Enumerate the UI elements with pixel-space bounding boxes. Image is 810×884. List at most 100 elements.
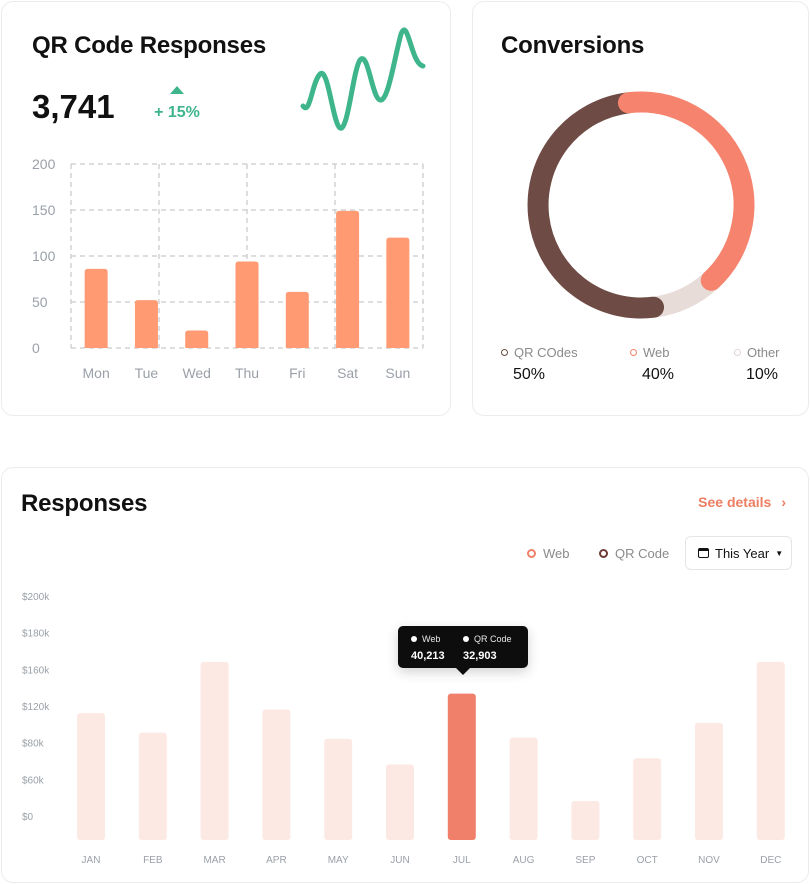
y-tick-label: 200	[32, 156, 56, 172]
total-responses: 3,741	[32, 88, 115, 125]
x-tick-label: DEC	[760, 855, 781, 866]
y-tick-label: $60k	[22, 775, 45, 786]
month-bar[interactable]	[324, 738, 353, 840]
month-bar[interactable]	[262, 709, 291, 840]
donut-slice-web[interactable]	[617, 91, 755, 291]
responses-title: Responses	[21, 490, 148, 517]
y-tick-label: 0	[32, 340, 40, 356]
tooltip-web-dot-icon	[411, 636, 417, 642]
y-tick-label: 100	[32, 248, 56, 264]
weekly-bar[interactable]	[134, 300, 158, 348]
weekly-bar[interactable]	[185, 330, 209, 348]
growth-indicator: + 15%	[152, 86, 202, 122]
x-tick-label: Thu	[235, 365, 259, 381]
legend-qr-codes-label: QR COdes	[514, 345, 578, 360]
x-tick-label: JUN	[390, 855, 409, 866]
y-tick-label: $0	[22, 812, 34, 823]
y-tick-label: $160k	[22, 665, 50, 676]
legend-web-series-label: Web	[543, 546, 570, 561]
y-tick-label: $120k	[22, 702, 50, 713]
legend-qr-codes-value: 50%	[513, 366, 546, 383]
legend-other: Other 10%	[734, 345, 780, 384]
sparkline	[300, 27, 426, 131]
x-tick-label: Fri	[289, 365, 305, 381]
period-select-value: This Year	[715, 545, 770, 561]
sparkline-line	[300, 27, 426, 131]
responses-card: Responses See details › Web QR Code This…	[1, 467, 809, 883]
x-tick-label: MAR	[203, 855, 225, 866]
legend-other-value: 10%	[746, 366, 779, 383]
weekly-bar-chart: 0 50 100 150 200 Mon Tue Wed Thu Fri Sat Sun	[32, 156, 424, 381]
conversions-donut-chart	[527, 91, 755, 319]
y-tick-label: $200k	[22, 592, 50, 603]
month-bar[interactable]	[386, 764, 414, 840]
x-tick-label: JAN	[82, 855, 101, 866]
legend-qr-series-label: QR Code	[615, 546, 670, 561]
month-bar[interactable]	[77, 713, 105, 840]
weekly-bar[interactable]	[84, 268, 108, 348]
month-bar[interactable]	[633, 758, 662, 840]
x-tick-label: OCT	[637, 855, 658, 866]
x-tick-label: NOV	[698, 855, 720, 866]
month-bar[interactable]	[138, 732, 167, 840]
weekly-bar[interactable]	[235, 261, 259, 348]
weekly-bar[interactable]	[285, 291, 309, 348]
x-tick-label: FEB	[143, 855, 163, 866]
donut-slice-qr-codes[interactable]	[527, 92, 665, 319]
x-tick-label: Sat	[337, 365, 358, 381]
y-tick-label: $80k	[22, 739, 45, 750]
weekly-bar[interactable]	[386, 237, 410, 348]
growth-value: + 15%	[154, 104, 200, 121]
x-tick-label: Tue	[135, 365, 159, 381]
qr-codes-dot-icon	[501, 349, 508, 356]
legend-qr-codes: QR COdes 50%	[501, 345, 578, 384]
legend-qr-series: QR Code	[599, 546, 669, 561]
tooltip-qr-value: 32,903	[463, 650, 497, 662]
chevron-down-icon: ▼	[775, 548, 784, 558]
other-dot-icon	[734, 349, 741, 356]
x-tick-label: SEP	[575, 855, 595, 866]
month-bar[interactable]	[695, 722, 723, 840]
web-series-dot-icon	[527, 549, 536, 558]
x-tick-label: Mon	[83, 365, 110, 381]
y-tick-label: $180k	[22, 629, 50, 640]
triangle-up-icon	[170, 86, 184, 94]
tooltip-web-label: Web	[422, 634, 441, 644]
x-tick-label: JUL	[453, 855, 471, 866]
legend-web: Web 40%	[630, 345, 674, 384]
qr-card-title: QR Code Responses	[32, 32, 266, 59]
see-details-link[interactable]: See details ›	[698, 494, 786, 510]
y-tick-label: 50	[32, 294, 48, 310]
chevron-right-icon: ›	[781, 494, 786, 510]
tooltip-qr-label: QR Code	[474, 634, 512, 644]
tooltip-web: Web 40,213	[411, 634, 445, 662]
x-tick-label: Wed	[182, 365, 211, 381]
web-dot-icon	[630, 349, 637, 356]
period-select[interactable]: This Year ▼	[685, 536, 792, 570]
conversions-card: Conversions QR COdes 50% Web 40% Other 1…	[472, 1, 809, 416]
x-tick-label: AUG	[513, 855, 535, 866]
month-bar[interactable]	[200, 661, 229, 840]
month-bar[interactable]	[571, 800, 600, 840]
conversions-title: Conversions	[501, 32, 645, 59]
x-tick-label: MAY	[328, 855, 349, 866]
tooltip-qr: QR Code 32,903	[463, 634, 512, 662]
x-tick-label: Sun	[385, 365, 410, 381]
month-bar[interactable]	[447, 693, 476, 840]
legend-web-value: 40%	[642, 366, 675, 383]
legend-web-label: Web	[643, 345, 670, 360]
legend-web-series: Web	[527, 546, 570, 561]
tooltip-web-value: 40,213	[411, 650, 445, 662]
month-bar[interactable]	[509, 737, 538, 840]
monthly-bar-chart: $0 $60k $80k $120k $160k $180k $200k JAN FEB MAR A…	[22, 592, 785, 866]
month-bar[interactable]	[756, 661, 785, 840]
see-details-label: See details	[698, 494, 772, 510]
calendar-icon	[698, 548, 709, 558]
qr-responses-card: QR Code Responses 3,741 + 15% 0 50 100 150 2…	[1, 1, 451, 416]
tooltip-qr-dot-icon	[463, 636, 469, 642]
y-tick-label: 150	[32, 202, 56, 218]
weekly-bar[interactable]	[336, 210, 360, 348]
bar-tooltip: Web 40,213 QR Code 32,903	[398, 626, 528, 675]
x-tick-label: APR	[266, 855, 287, 866]
legend-other-label: Other	[747, 345, 780, 360]
